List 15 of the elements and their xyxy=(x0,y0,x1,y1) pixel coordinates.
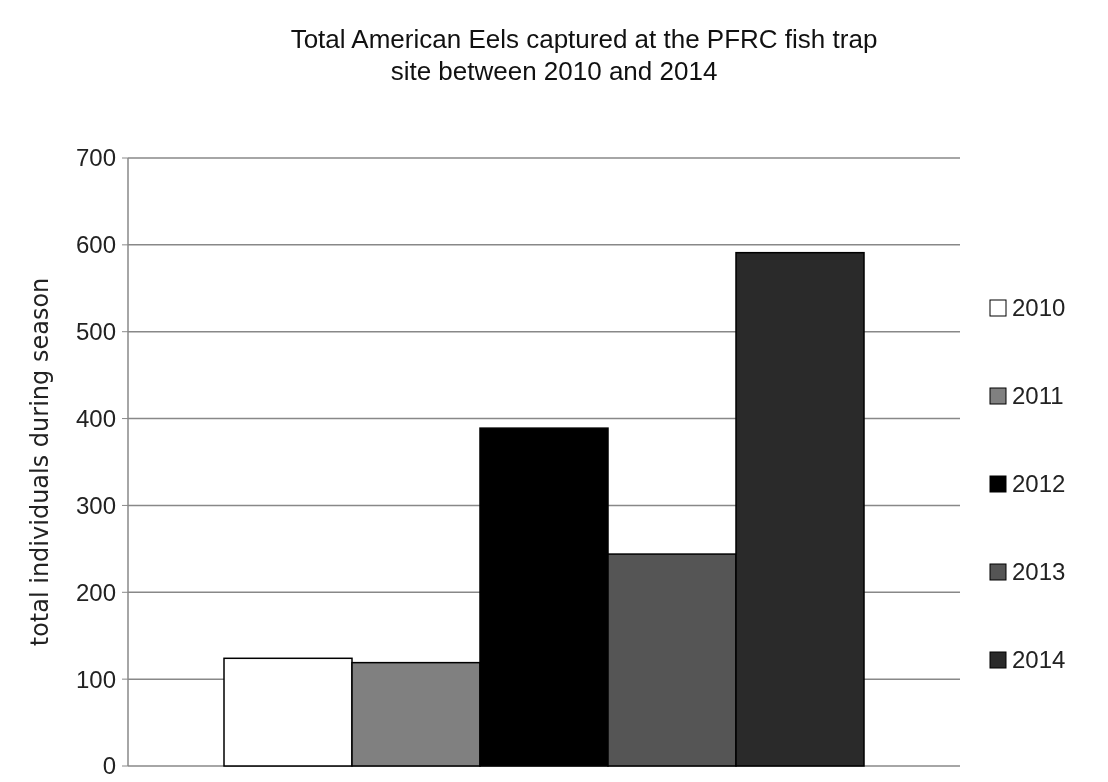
y-tick-label: 300 xyxy=(75,491,116,519)
y-axis-title: total individuals during season xyxy=(26,277,54,647)
y-tick-label: 700 xyxy=(75,144,116,172)
y-tick-label: 400 xyxy=(75,404,116,432)
y-tick-label: 500 xyxy=(75,318,116,346)
y-tick-label: 600 xyxy=(75,231,116,259)
legend-label: 2011 xyxy=(1012,382,1064,410)
legend-label: 2014 xyxy=(1012,646,1066,674)
chart-title: Total American Eels captured at the PFRC fish trap site between 2010 and 2014 xyxy=(290,24,878,86)
y-tick-label: 100 xyxy=(75,665,116,693)
legend-label: 2010 xyxy=(1012,294,1066,322)
legend-label: 2013 xyxy=(1012,558,1066,586)
y-tick-label: 0 xyxy=(102,752,116,780)
legend-label: 2012 xyxy=(1012,470,1066,498)
y-tick-label: 200 xyxy=(75,578,116,606)
